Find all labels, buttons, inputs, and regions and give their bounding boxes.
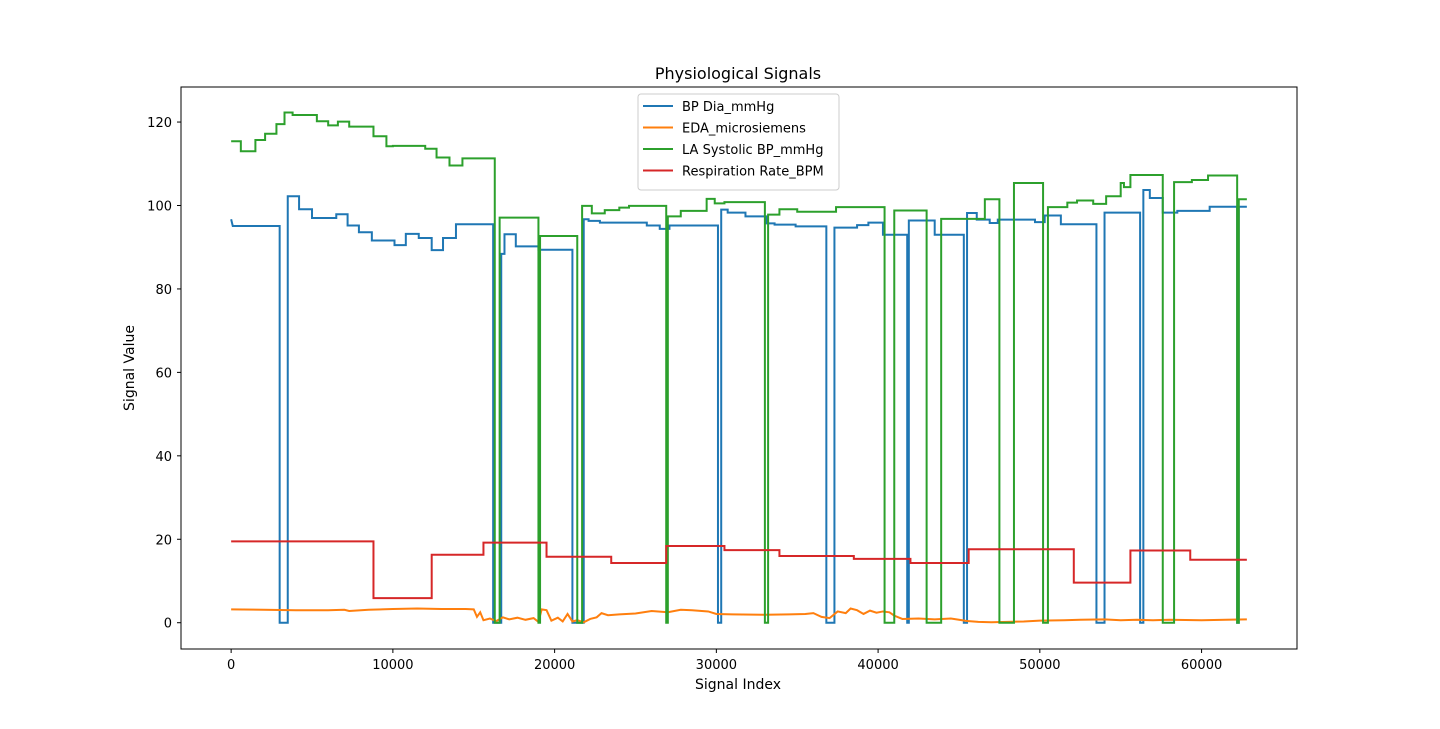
y-axis-label: Signal Value [122, 325, 138, 411]
y-tick-label: 80 [155, 283, 172, 298]
y-tick-label: 0 [164, 617, 172, 632]
x-tick-label: 30000 [696, 658, 737, 673]
y-tick-label: 120 [147, 116, 172, 131]
x-tick-label: 0 [227, 658, 235, 673]
series-line-4 [231, 540, 1247, 600]
plot-frame [180, 86, 1298, 650]
series-line-3 [231, 111, 1247, 624]
legend: BP Dia_mmHg EDA_microsiemens LA Systolic B… [637, 93, 840, 191]
legend-label: Respiration Rate_BPM [682, 165, 824, 180]
chart-title: Physiological Signals [655, 64, 821, 83]
y-axis: 0 20 40 60 80 100 120 [147, 116, 181, 632]
x-tick-label: 10000 [372, 658, 413, 673]
y-tick-label: 60 [155, 366, 172, 381]
y-tick-label: 20 [155, 533, 172, 548]
x-axis-label: Signal Index [695, 677, 781, 693]
series-layer [230, 111, 1247, 624]
series-line-1 [230, 189, 1247, 624]
legend-box [637, 93, 840, 191]
legend-label: LA Systolic BP_mmHg [682, 143, 823, 158]
legend-label: BP Dia_mmHg [682, 100, 774, 115]
x-tick-label: 50000 [1019, 658, 1060, 673]
legend-label: EDA_microsiemens [682, 122, 806, 137]
x-tick-label: 60000 [1181, 658, 1222, 673]
x-tick-label: 20000 [534, 658, 575, 673]
series-line-2 [231, 607, 1247, 624]
x-axis: 0 10000 20000 30000 40000 50000 60000 [227, 649, 1222, 673]
x-tick-label: 40000 [857, 658, 898, 673]
y-tick-label: 40 [155, 450, 172, 465]
y-tick-label: 100 [147, 199, 172, 214]
